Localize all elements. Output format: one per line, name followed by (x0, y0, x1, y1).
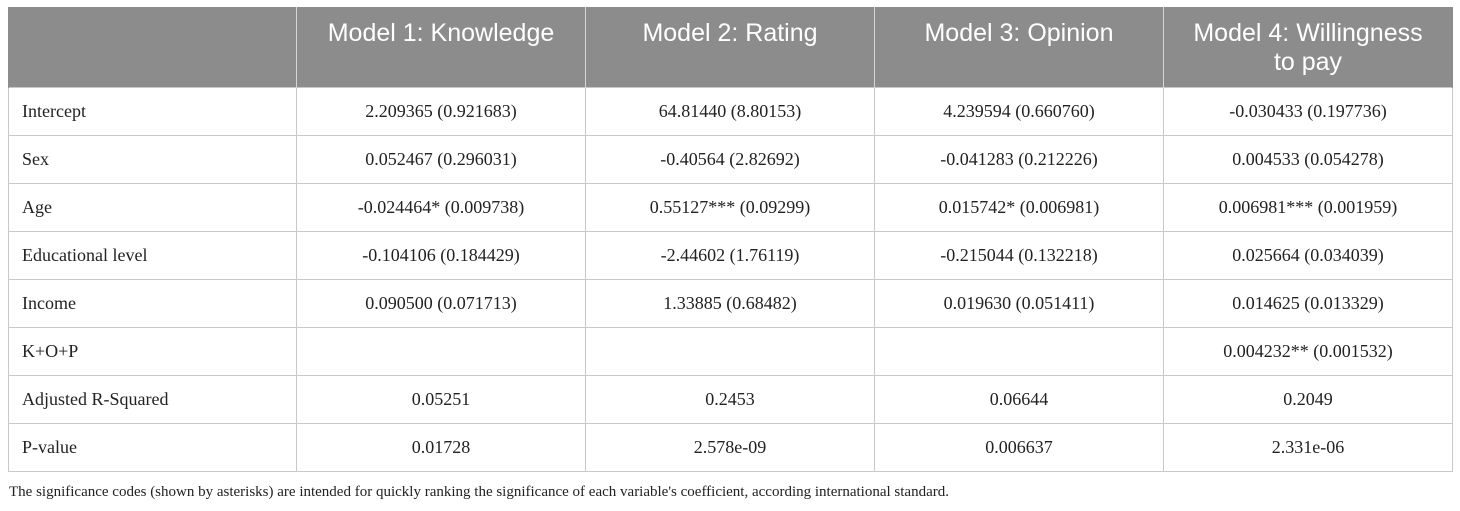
cell-model-4: 0.004533 (0.054278) (1163, 135, 1453, 184)
cell-model-2: 1.33885 (0.68482) (585, 279, 875, 328)
table-row: Educational level -0.104106 (0.184429) -… (8, 231, 1453, 280)
cell-model-1: 0.05251 (296, 375, 586, 424)
row-label: Adjusted R-Squared (8, 375, 297, 424)
header-cell-model-1: Model 1: Knowledge (296, 7, 586, 88)
cell-model-3: -0.041283 (0.212226) (874, 135, 1164, 184)
cell-model-1: 2.209365 (0.921683) (296, 87, 586, 136)
cell-model-1: 0.052467 (0.296031) (296, 135, 586, 184)
table-footnote: The significance codes (shown by asteris… (9, 484, 949, 500)
table-header: Model 1: Knowledge Model 2: Rating Model… (8, 7, 1453, 88)
header-cell-variable (8, 7, 297, 88)
table-row: Sex 0.052467 (0.296031) -0.40564 (2.8269… (8, 135, 1453, 184)
cell-model-2: 0.2453 (585, 375, 875, 424)
cell-model-1: -0.104106 (0.184429) (296, 231, 586, 280)
regression-table: Model 1: Knowledge Model 2: Rating Model… (8, 7, 1453, 472)
cell-model-1: 0.090500 (0.071713) (296, 279, 586, 328)
regression-table-container: Model 1: Knowledge Model 2: Rating Model… (8, 7, 1453, 472)
cell-model-1 (296, 327, 586, 376)
header-cell-model-2: Model 2: Rating (585, 7, 875, 88)
header-label-model-1: Model 1: Knowledge (327, 19, 555, 47)
header-cell-model-4: Model 4: Willingness to pay (1163, 7, 1453, 88)
row-label: Intercept (8, 87, 297, 136)
cell-model-2: 0.55127*** (0.09299) (585, 183, 875, 232)
header-label-model-2: Model 2: Rating (642, 19, 818, 47)
row-label: Income (8, 279, 297, 328)
cell-model-3: 0.06644 (874, 375, 1164, 424)
row-label: K+O+P (8, 327, 297, 376)
header-label-model-3: Model 3: Opinion (924, 19, 1114, 47)
cell-model-3: 0.006637 (874, 423, 1164, 472)
cell-model-2: 64.81440 (8.80153) (585, 87, 875, 136)
header-label-variable (25, 7, 280, 19)
cell-model-3: 0.019630 (0.051411) (874, 279, 1164, 328)
cell-model-4: 0.006981*** (0.001959) (1163, 183, 1453, 232)
cell-model-4: 0.014625 (0.013329) (1163, 279, 1453, 328)
cell-model-2: 2.578e-09 (585, 423, 875, 472)
cell-model-4: 0.004232** (0.001532) (1163, 327, 1453, 376)
table-row: P-value 0.01728 2.578e-09 0.006637 2.331… (8, 423, 1453, 472)
cell-model-1: -0.024464* (0.009738) (296, 183, 586, 232)
cell-model-2: -0.40564 (2.82692) (585, 135, 875, 184)
table-body: Intercept 2.209365 (0.921683) 64.81440 (… (8, 87, 1453, 472)
table-row: Intercept 2.209365 (0.921683) 64.81440 (… (8, 87, 1453, 136)
header-row: Model 1: Knowledge Model 2: Rating Model… (8, 7, 1453, 88)
cell-model-2: -2.44602 (1.76119) (585, 231, 875, 280)
cell-model-2 (585, 327, 875, 376)
cell-model-3: -0.215044 (0.132218) (874, 231, 1164, 280)
header-cell-model-3: Model 3: Opinion (874, 7, 1164, 88)
table-row: Income 0.090500 (0.071713) 1.33885 (0.68… (8, 279, 1453, 328)
cell-model-3 (874, 327, 1164, 376)
cell-model-3: 0.015742* (0.006981) (874, 183, 1164, 232)
row-label: Age (8, 183, 297, 232)
header-label-model-4: Model 4: Willingness to pay (1193, 19, 1423, 76)
row-label: Educational level (8, 231, 297, 280)
table-row: Adjusted R-Squared 0.05251 0.2453 0.0664… (8, 375, 1453, 424)
table-row: Age -0.024464* (0.009738) 0.55127*** (0.… (8, 183, 1453, 232)
row-label: P-value (8, 423, 297, 472)
table-row: K+O+P 0.004232** (0.001532) (8, 327, 1453, 376)
cell-model-4: -0.030433 (0.197736) (1163, 87, 1453, 136)
cell-model-3: 4.239594 (0.660760) (874, 87, 1164, 136)
cell-model-4: 0.025664 (0.034039) (1163, 231, 1453, 280)
cell-model-4: 2.331e-06 (1163, 423, 1453, 472)
cell-model-4: 0.2049 (1163, 375, 1453, 424)
row-label: Sex (8, 135, 297, 184)
cell-model-1: 0.01728 (296, 423, 586, 472)
